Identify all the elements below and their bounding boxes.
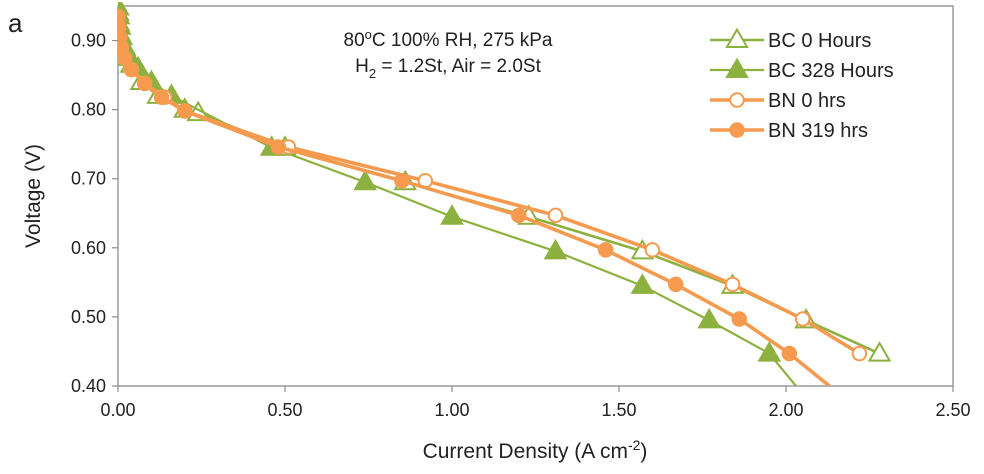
panel-label: a	[8, 8, 23, 38]
data-point	[781, 345, 798, 362]
data-point	[118, 50, 133, 66]
data-point	[543, 238, 568, 260]
data-point	[440, 204, 464, 225]
legend-swatch-marker	[725, 57, 749, 79]
data-point	[123, 61, 140, 78]
conditions-line-1: 80oC 100% RH, 275 kPa	[344, 27, 553, 51]
data-point	[794, 311, 811, 327]
legend-item: BN 0 hrs	[710, 90, 846, 112]
data-point	[867, 341, 892, 362]
x-tick-label: 0.00	[100, 400, 135, 420]
y-tick-label: 0.50	[71, 307, 106, 327]
legend-item: BC 0 Hours	[710, 27, 871, 52]
y-axis-ticks: 0.40 0.50 0.60 0.70 0.80 0.90	[71, 31, 118, 396]
data-point	[394, 173, 410, 189]
y-tick-label: 0.80	[71, 100, 106, 120]
x-axis-ticks: 0.00 0.50 1.00 1.50 2.00 2.50	[100, 386, 971, 420]
legend-label: BC 0 Hours	[768, 30, 871, 52]
y-tick-label: 0.40	[71, 376, 106, 396]
data-point	[177, 103, 193, 119]
legend-item: BC 328 Hours	[710, 57, 894, 82]
data-point	[270, 139, 287, 155]
legend-label: BC 328 Hours	[768, 60, 894, 82]
data-point	[511, 207, 527, 224]
x-tick-label: 2.50	[935, 400, 970, 420]
data-point	[697, 307, 721, 329]
y-tick-label: 0.70	[71, 169, 106, 189]
legend-label: BN 319 hrs	[768, 120, 868, 142]
series-layer	[118, 2, 892, 386]
x-tick-label: 1.00	[434, 400, 469, 420]
legend-label: BN 0 hrs	[768, 90, 846, 112]
x-tick-label: 2.00	[768, 400, 803, 420]
data-point	[757, 341, 782, 362]
series-bn-319-hrs	[118, 8, 831, 386]
legend: BC 0 Hours BC 328 Hours BN 0 hrs BN 319 hrs	[710, 27, 894, 142]
y-tick-label: 0.60	[71, 238, 106, 258]
y-axis-label: Voltage (V)	[22, 144, 45, 248]
data-point	[547, 207, 564, 224]
plot-area-frame	[117, 5, 954, 387]
legend-swatch-marker	[729, 92, 745, 108]
legend-swatch-marker	[725, 27, 749, 49]
legend-swatch-marker	[729, 122, 745, 138]
y-tick-label: 0.90	[71, 31, 106, 51]
data-point	[731, 311, 747, 327]
conditions-line-2: H2 = 1.2St, Air = 2.0St	[355, 56, 541, 81]
data-point	[668, 276, 684, 293]
x-tick-label: 1.50	[601, 400, 636, 420]
data-point	[724, 276, 741, 293]
data-point	[630, 273, 655, 294]
data-point	[597, 242, 614, 258]
legend-item: BN 319 hrs	[710, 120, 868, 142]
data-point	[353, 169, 377, 191]
x-axis-label: Current Density (A cm-2)	[423, 437, 648, 463]
data-point	[153, 89, 170, 105]
data-point	[851, 345, 868, 362]
x-tick-label: 0.50	[267, 400, 302, 420]
data-point	[644, 242, 661, 258]
data-point	[136, 75, 153, 92]
